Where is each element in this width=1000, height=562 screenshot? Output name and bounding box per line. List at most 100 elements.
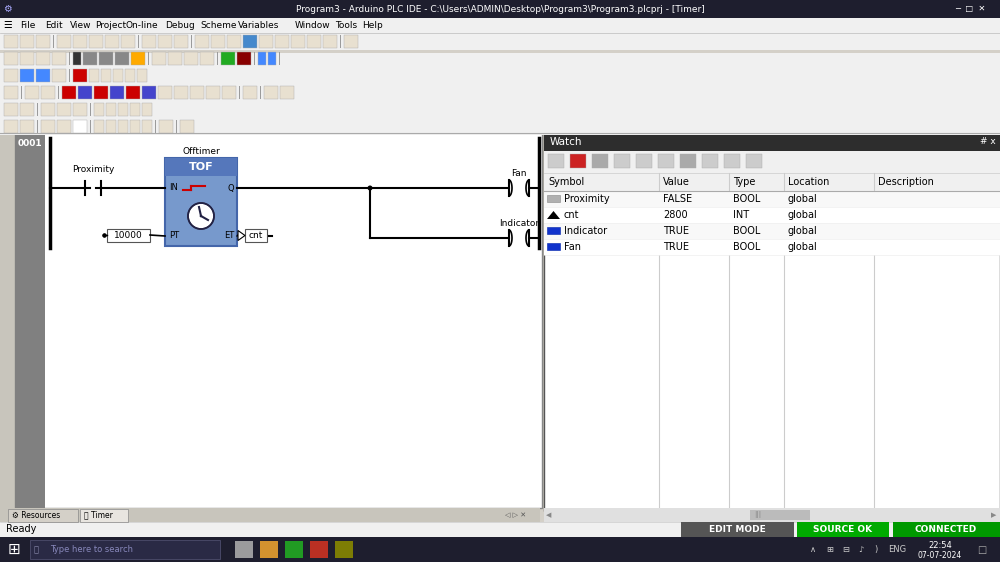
Bar: [0, 53, 1000, 70]
Text: Program3 - Arduino PLC IDE - C:\Users\ADMIN\Desktop\Program3\Program3.plcprj - [: Program3 - Arduino PLC IDE - C:\Users\AD…: [296, 4, 704, 13]
Bar: [544, 223, 1000, 239]
Bar: [110, 86, 124, 99]
Text: IN: IN: [169, 184, 178, 193]
Text: ▶: ▶: [991, 512, 996, 518]
Bar: [78, 86, 92, 99]
Bar: [41, 86, 55, 99]
Text: Watch: Watch: [550, 137, 582, 147]
Text: Value: Value: [663, 177, 690, 187]
Bar: [20, 120, 34, 133]
Bar: [8, 509, 78, 522]
Text: Indicator: Indicator: [564, 226, 607, 236]
Text: global: global: [788, 194, 818, 204]
Text: ⊟: ⊟: [842, 545, 849, 554]
Bar: [0, 133, 1000, 508]
Bar: [264, 86, 278, 99]
Text: Offtimer: Offtimer: [182, 147, 220, 156]
Text: View: View: [70, 20, 92, 29]
Bar: [107, 229, 150, 242]
Text: 10000: 10000: [114, 230, 143, 239]
Bar: [106, 120, 116, 133]
Text: cnt: cnt: [564, 210, 580, 220]
Circle shape: [368, 185, 372, 191]
Bar: [746, 154, 762, 168]
Bar: [211, 35, 225, 48]
Text: Edit: Edit: [45, 20, 63, 29]
Bar: [544, 508, 1000, 522]
Bar: [285, 541, 303, 558]
Bar: [680, 154, 696, 168]
Bar: [159, 120, 173, 133]
Text: ◁ ▷ ✕: ◁ ▷ ✕: [505, 512, 526, 518]
Circle shape: [188, 203, 214, 229]
Bar: [184, 52, 198, 65]
Text: Ready: Ready: [6, 524, 36, 534]
Bar: [4, 120, 18, 133]
Bar: [20, 103, 34, 116]
Bar: [57, 120, 71, 133]
Text: ♪: ♪: [858, 545, 863, 554]
Text: BOOL: BOOL: [733, 194, 760, 204]
Bar: [174, 86, 188, 99]
Bar: [222, 86, 236, 99]
Bar: [200, 52, 214, 65]
Bar: [131, 52, 145, 65]
Bar: [130, 103, 140, 116]
Bar: [125, 69, 135, 82]
Bar: [243, 35, 257, 48]
Text: Type here to search: Type here to search: [50, 545, 133, 554]
Text: TRUE: TRUE: [663, 226, 689, 236]
Bar: [310, 541, 328, 558]
Bar: [275, 35, 289, 48]
Bar: [547, 227, 560, 234]
Bar: [0, 18, 1000, 33]
Bar: [344, 35, 358, 48]
Bar: [41, 120, 55, 133]
Bar: [113, 69, 123, 82]
Bar: [94, 103, 104, 116]
Bar: [724, 154, 740, 168]
Text: ◀: ◀: [546, 512, 551, 518]
Bar: [73, 103, 87, 116]
Bar: [62, 86, 76, 99]
Text: 0001: 0001: [18, 138, 42, 147]
Text: ): ): [874, 545, 877, 554]
Bar: [99, 52, 113, 65]
Text: Q: Q: [227, 184, 234, 193]
Text: global: global: [788, 226, 818, 236]
Text: ∧: ∧: [810, 545, 816, 554]
Bar: [237, 52, 251, 65]
Bar: [0, 0, 1000, 18]
Text: 🔍: 🔍: [34, 545, 39, 554]
Bar: [547, 195, 560, 202]
Bar: [137, 69, 147, 82]
Bar: [893, 522, 1000, 537]
Bar: [335, 541, 353, 558]
Bar: [142, 103, 152, 116]
Text: 2800: 2800: [663, 210, 688, 220]
Bar: [4, 52, 18, 65]
Text: □: □: [977, 545, 986, 555]
Text: |||: |||: [754, 511, 762, 519]
Bar: [658, 154, 674, 168]
Bar: [307, 35, 321, 48]
Bar: [260, 541, 278, 558]
Text: Fan: Fan: [564, 242, 581, 252]
Text: Scheme: Scheme: [200, 20, 237, 29]
Bar: [4, 103, 18, 116]
Bar: [73, 69, 87, 82]
Bar: [0, 537, 1000, 562]
Text: EDIT MODE: EDIT MODE: [709, 525, 765, 534]
Text: ⚙: ⚙: [3, 4, 12, 14]
Text: BOOL: BOOL: [733, 226, 760, 236]
Bar: [280, 86, 294, 99]
Bar: [0, 70, 1000, 87]
Bar: [195, 35, 209, 48]
Text: ⊞: ⊞: [8, 542, 20, 556]
Bar: [168, 52, 182, 65]
Bar: [570, 154, 586, 168]
Polygon shape: [547, 211, 560, 219]
Bar: [0, 118, 1000, 135]
Text: FALSE: FALSE: [663, 194, 692, 204]
Bar: [73, 35, 87, 48]
